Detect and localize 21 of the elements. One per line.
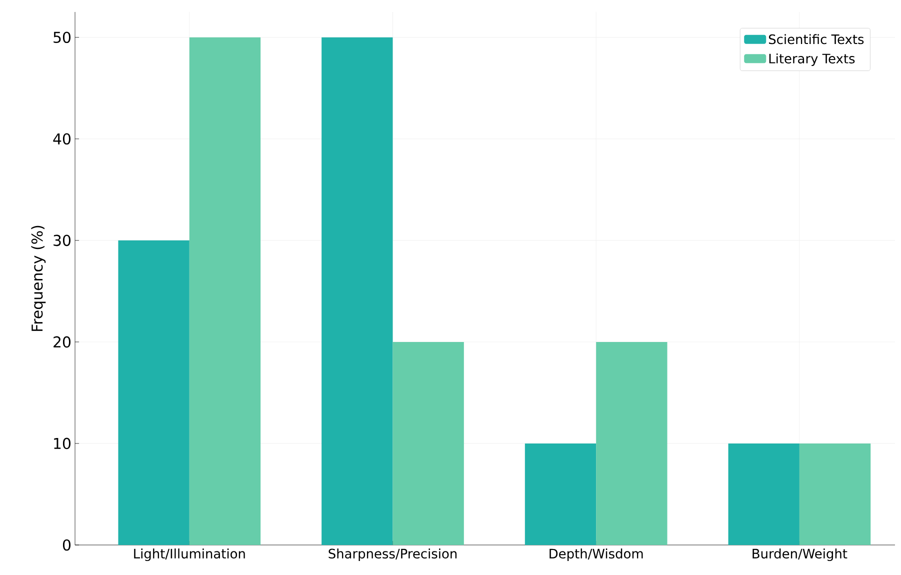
x-tick-label: Sharpness/Precision [328,548,457,562]
bar [524,443,596,545]
y-tick-label: 20 [54,336,70,348]
bar [728,443,800,545]
y-tick-label: 10 [54,438,70,450]
y-tick-label: 0 [62,539,70,551]
x-tick-label: Light/Illumination [134,548,245,562]
legend-label: Literary Texts [769,53,855,66]
y-tick-label: 40 [53,133,70,145]
bar [322,37,393,545]
x-tick-label: Burden/Weight [752,548,848,562]
bar [118,240,190,545]
x-tick-label: Depth/Wisdom [550,548,643,562]
y-tick-label: 50 [54,32,70,44]
y-tick-label: 30 [54,234,70,246]
y-axis-title: Frequency (%) [31,226,46,331]
bar [596,342,668,545]
bar [392,342,464,545]
bar [189,37,261,545]
legend-label: Scientific Texts [768,34,864,44]
bar [799,443,871,545]
